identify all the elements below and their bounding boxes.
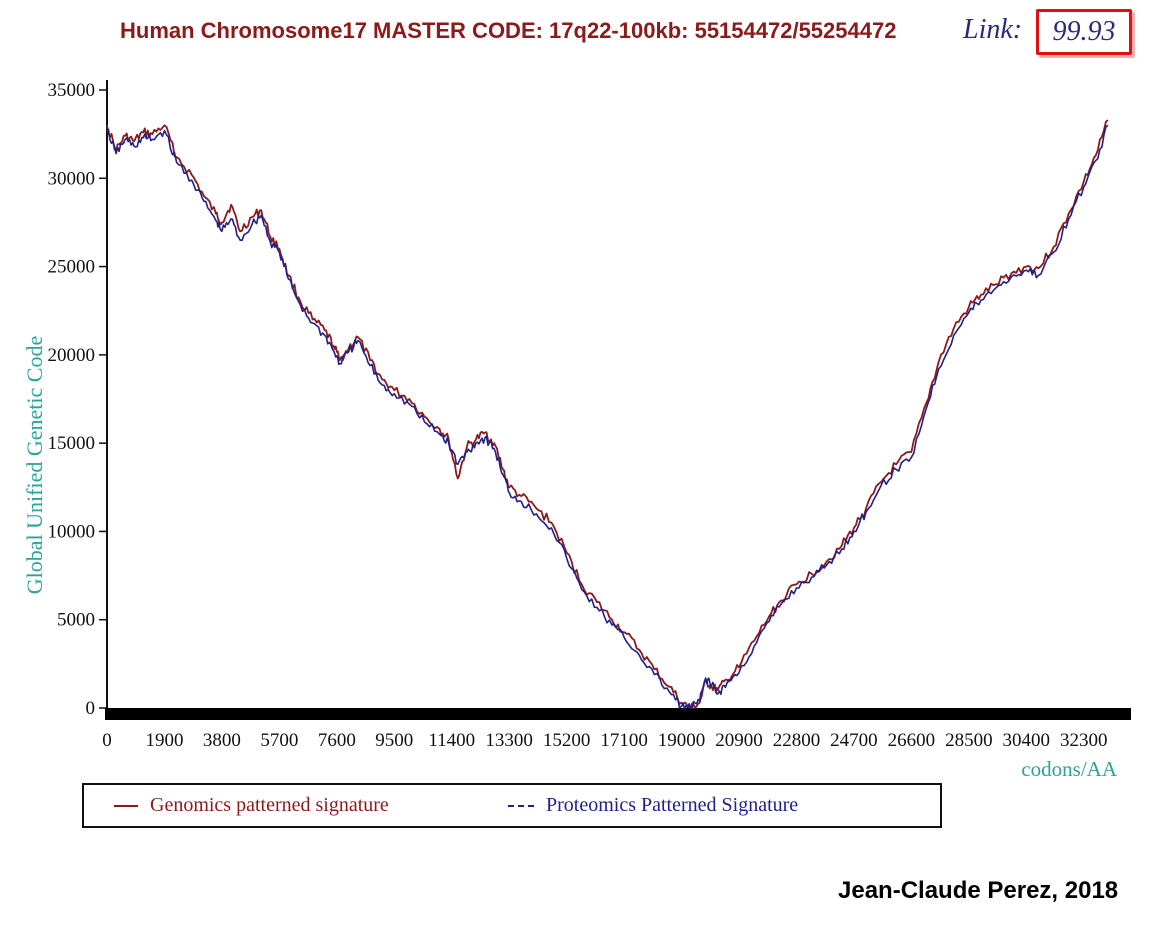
y-tick-label: 10000 bbox=[48, 521, 96, 542]
y-tick-label: 30000 bbox=[48, 168, 96, 189]
y-tick-label: 20000 bbox=[48, 345, 96, 366]
x-tick-label: 1900 bbox=[145, 730, 183, 751]
legend: Genomics patterned signature Proteomics … bbox=[82, 783, 942, 828]
x-tick-label: 28500 bbox=[945, 730, 993, 751]
x-tick-label: 30400 bbox=[1003, 730, 1051, 751]
author-credit: Jean-Claude Perez, 2018 bbox=[838, 877, 1118, 905]
y-tick-label: 0 bbox=[86, 698, 96, 719]
legend-label-genomics: Genomics patterned signature bbox=[150, 794, 389, 817]
legend-item-genomics: Genomics patterned signature bbox=[114, 794, 389, 817]
legend-label-proteomics: Proteomics Patterned Signature bbox=[546, 794, 798, 817]
legend-swatch-proteomics bbox=[508, 805, 534, 807]
x-tick-label: 26600 bbox=[888, 730, 936, 751]
x-tick-label: 15200 bbox=[543, 730, 591, 751]
x-axis-label: codons/AA bbox=[1021, 757, 1117, 780]
legend-swatch-genomics bbox=[114, 805, 138, 807]
x-tick-label: 17100 bbox=[600, 730, 648, 751]
x-axis-bar bbox=[105, 708, 1131, 720]
x-tick-label: 3800 bbox=[203, 730, 241, 751]
y-tick-label: 15000 bbox=[48, 433, 96, 454]
x-tick-label: 11400 bbox=[428, 730, 475, 751]
x-tick-label: 32300 bbox=[1060, 730, 1108, 751]
y-axis-label: Global Unified Genetic Code bbox=[22, 336, 47, 594]
x-tick-label: 22800 bbox=[773, 730, 821, 751]
x-tick-label: 9500 bbox=[375, 730, 413, 751]
y-tick-label: 5000 bbox=[57, 610, 95, 631]
x-tick-label: 7600 bbox=[318, 730, 356, 751]
ticks-layer: 35000 30000 25000 20000 15000 10000 5000 00 1900… bbox=[48, 80, 1108, 751]
y-tick-label: 25000 bbox=[48, 257, 96, 278]
chart-plot: 35000 30000 25000 20000 15000 10000 5000 00 1900… bbox=[0, 0, 1163, 780]
x-tick-label: 24700 bbox=[830, 730, 878, 751]
series-layer bbox=[107, 120, 1108, 709]
x-tick-label: 19000 bbox=[658, 730, 706, 751]
x-tick-label: 5700 bbox=[260, 730, 298, 751]
series-line-genomics bbox=[107, 120, 1108, 708]
y-tick-label: 35000 bbox=[48, 80, 96, 101]
legend-item-proteomics: Proteomics Patterned Signature bbox=[508, 794, 798, 817]
x-tick-label: 20900 bbox=[715, 730, 763, 751]
x-tick-label: 0 bbox=[102, 730, 112, 751]
x-tick-label: 13300 bbox=[485, 730, 533, 751]
